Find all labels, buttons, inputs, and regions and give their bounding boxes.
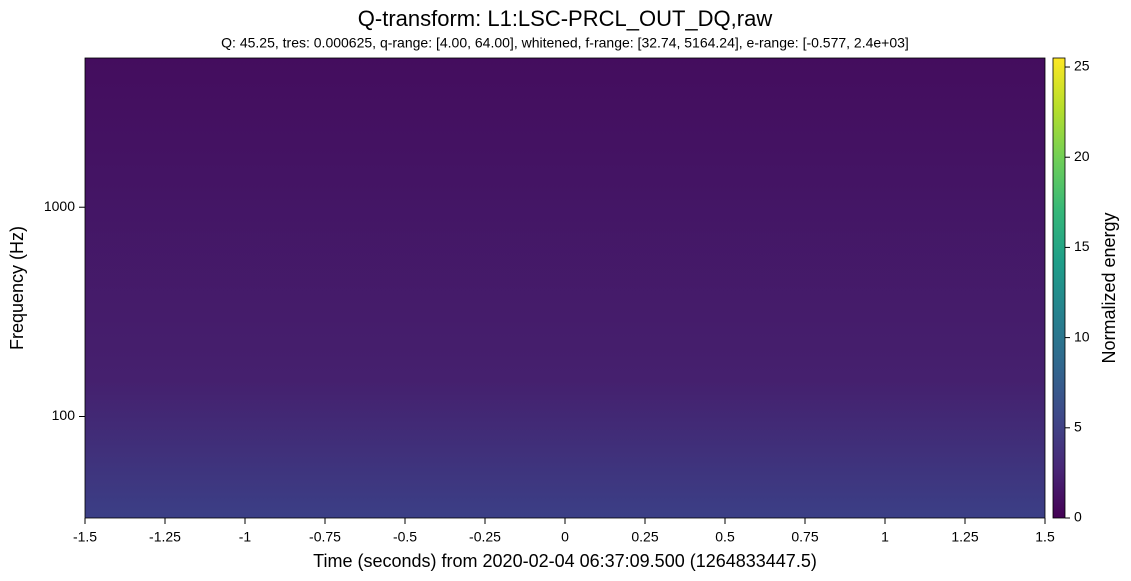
y-axis-label: Frequency (Hz) [7,226,27,350]
y-tick-label: 100 [52,407,76,423]
y-tick-label: 1000 [44,198,75,214]
chart-title: Q-transform: L1:LSC-PRCL_OUT_DQ,raw [358,6,773,31]
x-tick-label: -1.25 [149,529,181,545]
x-tick-label: 0.5 [715,529,735,545]
chart-subtitle: Q: 45.25, tres: 0.000625, q-range: [4.00… [221,35,909,51]
x-tick-label: 1.5 [1035,529,1055,545]
colorbar-tick-label: 10 [1074,328,1090,344]
colorbar [1052,57,1066,519]
x-tick-label: -0.5 [393,529,417,545]
x-tick-label: 0.25 [631,529,658,545]
colorbar-label: Normalized energy [1099,212,1119,363]
colorbar-tick-label: 15 [1074,238,1090,254]
colorbar-tick-label: 5 [1074,419,1082,435]
colorbar-tick-label: 25 [1074,58,1090,74]
colorbar-tick-label: 20 [1074,148,1090,164]
x-tick-label: -0.75 [309,529,341,545]
x-tick-label: 1 [881,529,889,545]
x-tick-label: 0.75 [791,529,818,545]
x-axis-label: Time (seconds) from 2020-02-04 06:37:09.… [313,551,817,571]
x-tick-label: 1.25 [951,529,978,545]
colorbar-tick-label: 0 [1074,509,1082,525]
x-tick-label: -1.5 [73,529,97,545]
plot-area [85,58,1045,518]
x-tick-label: -0.25 [469,529,501,545]
x-tick-label: -1 [239,529,252,545]
x-tick-label: 0 [561,529,569,545]
